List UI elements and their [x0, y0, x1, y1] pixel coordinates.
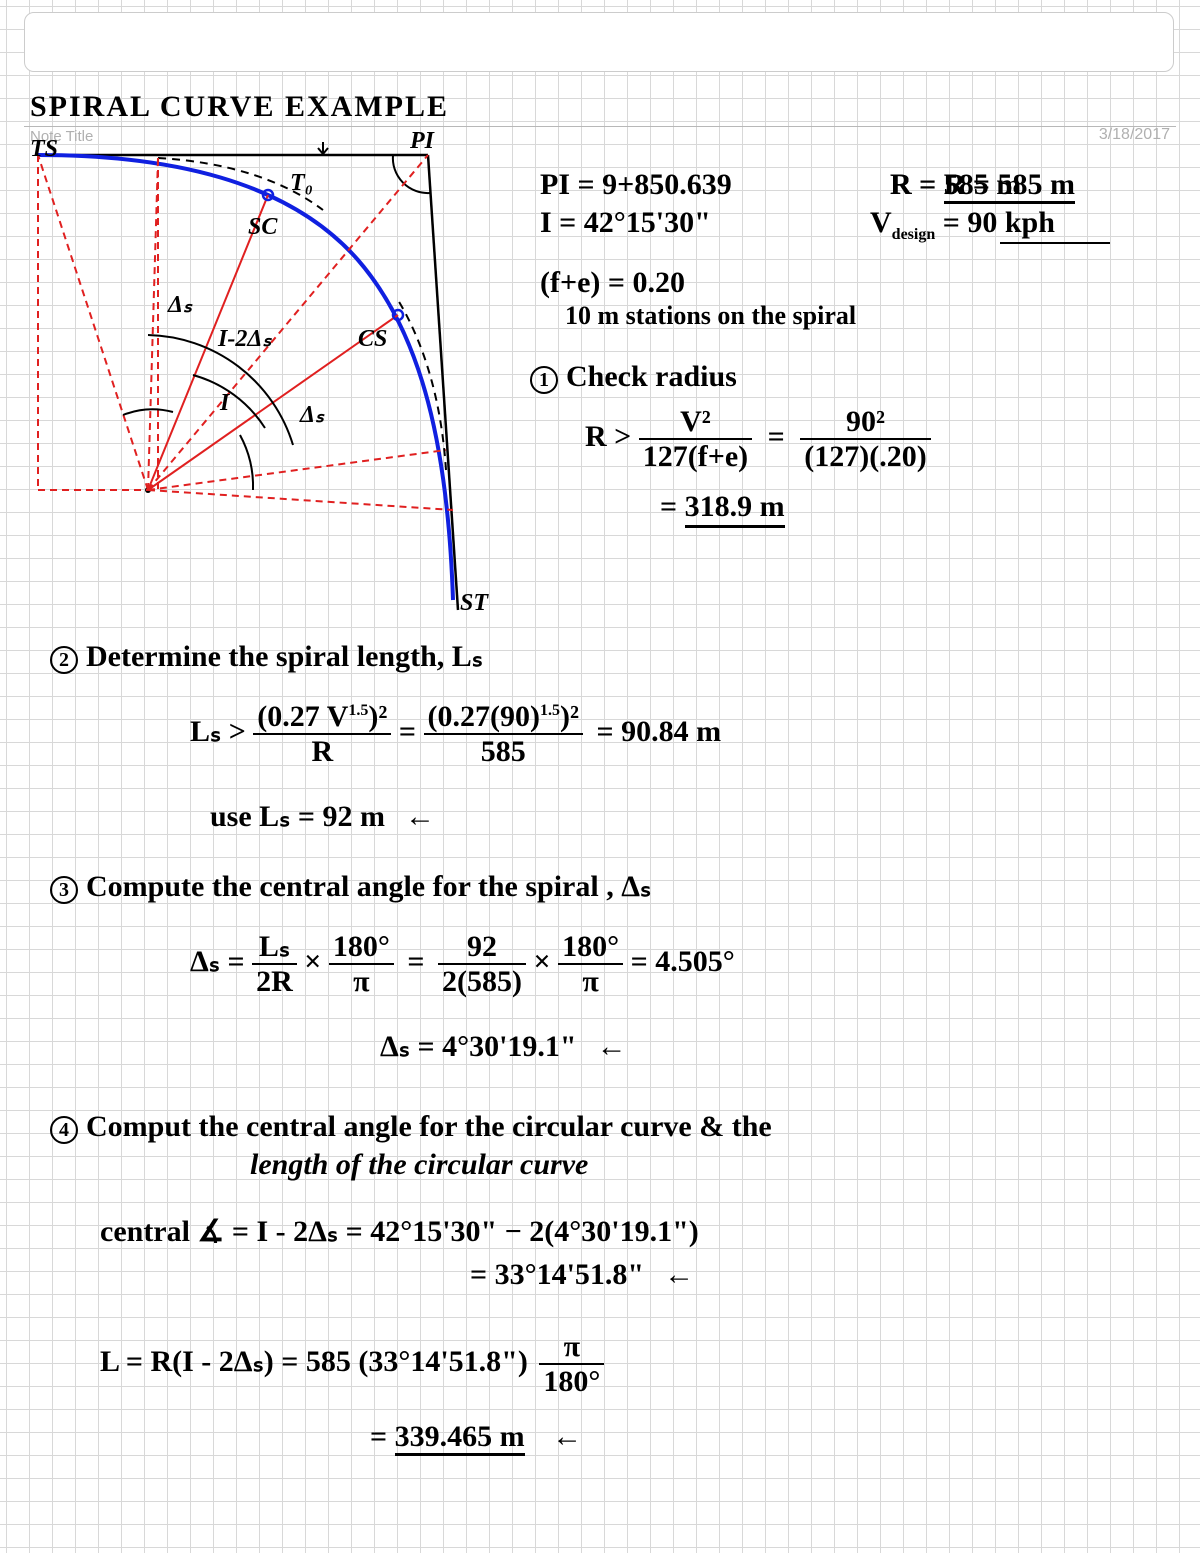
step4-line2: = 33°14'51.8"	[470, 1258, 694, 1291]
label-cs: CS	[358, 326, 387, 353]
given-fe: (f+e) = 0.20	[540, 266, 685, 299]
given-stations: 10 m stations on the spiral	[565, 302, 856, 331]
page-title: SPIRAL CURVE EXAMPLE	[30, 90, 449, 123]
step2-eq: Lₛ > (0.27 V1.5)² R = (0.27(90)1.5)² 585…	[190, 700, 721, 768]
label-ts: TS	[30, 136, 58, 163]
label-st: ST	[460, 590, 488, 617]
label-t0: T₀	[290, 170, 313, 197]
given-i: I = 42°15'30"	[540, 206, 711, 239]
step3-title: 3Compute the central angle for the spira…	[50, 870, 651, 904]
label-ds1: Δₛ	[168, 290, 192, 319]
title-box	[24, 12, 1174, 72]
step4-line1: central ∡ = I - 2Δₛ = 42°15'30" − 2(4°30…	[100, 1215, 699, 1248]
label-ds2: Δₛ	[300, 400, 324, 429]
step2-title: 2Determine the spiral length, Lₛ	[50, 640, 483, 674]
underline-v	[1000, 242, 1110, 244]
label-i2ds: I-2Δₛ	[218, 324, 271, 353]
step1-res: = 318.9 m	[660, 490, 785, 523]
given-r2: R = 585 m	[890, 168, 1021, 201]
given-v: Vdesign = 90 kph	[870, 206, 1055, 244]
step4-line3: L = R(I - 2Δₛ) = 585 (33°14'51.8") π 180…	[100, 1330, 604, 1398]
step1-title: 1Check radius	[530, 360, 737, 394]
header-rule	[24, 126, 1176, 127]
step3-res: Δₛ = 4°30'19.1"	[380, 1030, 627, 1063]
step1-eq: R > V²127(f+e) = 90²(127)(.20)	[585, 405, 931, 473]
label-sc: SC	[248, 214, 277, 241]
step2-use: use Lₛ = 92 m	[210, 800, 435, 833]
label-i: I	[220, 390, 229, 417]
step3-eq: Δₛ = Lₛ2R × 180°π = 922(585) × 180°π = 4…	[190, 930, 735, 998]
label-pi: PI	[410, 128, 434, 155]
step4-line4: = 339.465 m	[370, 1420, 582, 1453]
step4-title1: 4Comput the central angle for the circul…	[50, 1110, 772, 1144]
given-pi: PI = 9+850.639	[540, 168, 732, 201]
step4-title2: length of the circular curve	[250, 1148, 588, 1181]
date-label: 3/18/2017	[1099, 126, 1170, 144]
